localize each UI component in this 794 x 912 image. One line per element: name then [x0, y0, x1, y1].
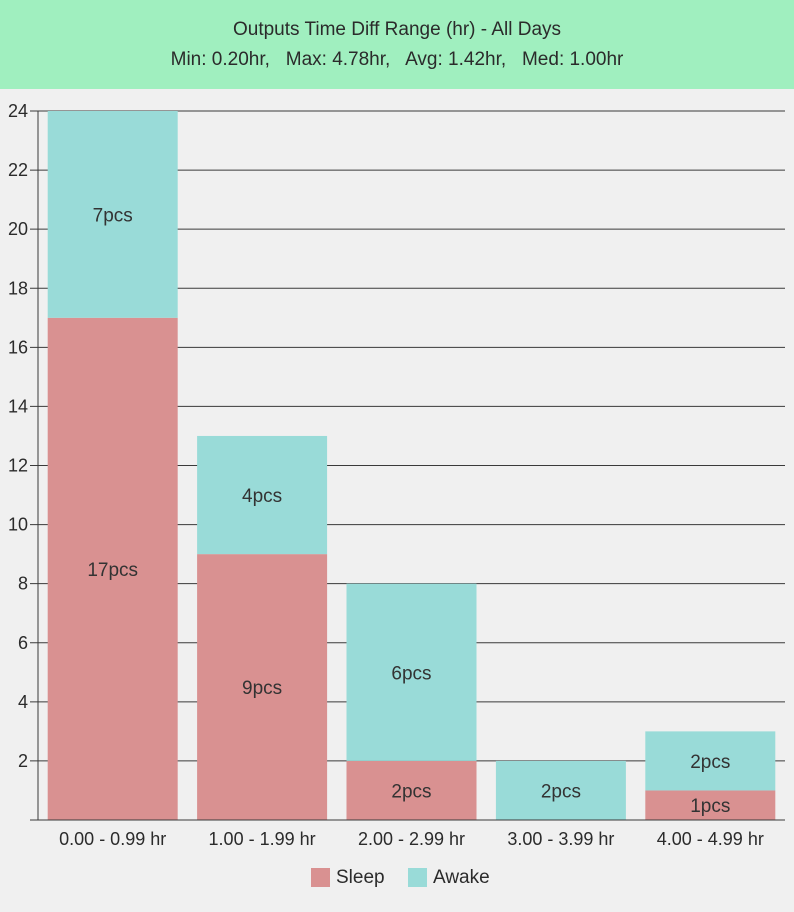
awake-bar-segment: [346, 583, 477, 761]
sleep-data-label: 17pcs: [87, 560, 138, 581]
awake-bar-segment: [495, 760, 626, 820]
x-tick-label: 2.00 - 2.99 hr: [358, 829, 465, 849]
awake-data-label: 2pcs: [541, 781, 581, 802]
sleep-bar-segment: [47, 317, 178, 820]
x-tick-label: 4.00 - 4.99 hr: [657, 829, 764, 849]
chart-title: Outputs Time Diff Range (hr) - All Days: [232, 19, 562, 40]
sleep-legend-label: Sleep: [336, 867, 385, 888]
y-tick-label: 2: [18, 751, 28, 771]
y-tick-label: 24: [8, 101, 28, 121]
y-tick-label: 10: [8, 515, 28, 535]
sleep-bar-segment: [645, 790, 776, 820]
awake-legend-label: Awake: [433, 867, 490, 888]
y-tick-label: 12: [8, 456, 28, 476]
x-tick-label: 3.00 - 3.99 hr: [507, 829, 614, 849]
awake-data-label: 4pcs: [242, 486, 282, 507]
awake-legend-swatch: [408, 868, 427, 887]
sleep-bar-segment: [346, 760, 477, 820]
sleep-data-label: 9pcs: [242, 678, 282, 699]
y-tick-label: 18: [8, 278, 28, 298]
y-tick-label: 6: [18, 633, 28, 653]
chart-header: Outputs Time Diff Range (hr) - All Days …: [0, 0, 794, 89]
y-tick-label: 16: [8, 337, 28, 357]
awake-bar-segment: [645, 731, 776, 791]
awake-bar-segment: [197, 435, 328, 555]
awake-data-label: 6pcs: [391, 663, 431, 684]
awake-data-label: 2pcs: [690, 752, 730, 773]
y-tick-label: 14: [8, 396, 28, 416]
sleep-data-label: 2pcs: [391, 781, 431, 802]
y-tick-label: 8: [18, 574, 28, 594]
x-tick-label: 0.00 - 0.99 hr: [59, 829, 166, 849]
y-tick-label: 22: [8, 160, 28, 180]
x-tick-label: 1.00 - 1.99 hr: [209, 829, 316, 849]
y-tick-label: 4: [18, 692, 28, 712]
sleep-bar-segment: [197, 554, 328, 820]
sleep-data-label: 1pcs: [690, 796, 730, 817]
sleep-legend-swatch: [311, 868, 330, 887]
awake-bar-segment: [47, 111, 178, 318]
awake-data-label: 7pcs: [93, 205, 133, 226]
chart-stats: Min: 0.20hr, Max: 4.78hr, Avg: 1.42hr, M…: [170, 49, 624, 70]
y-tick-label: 20: [8, 219, 28, 239]
